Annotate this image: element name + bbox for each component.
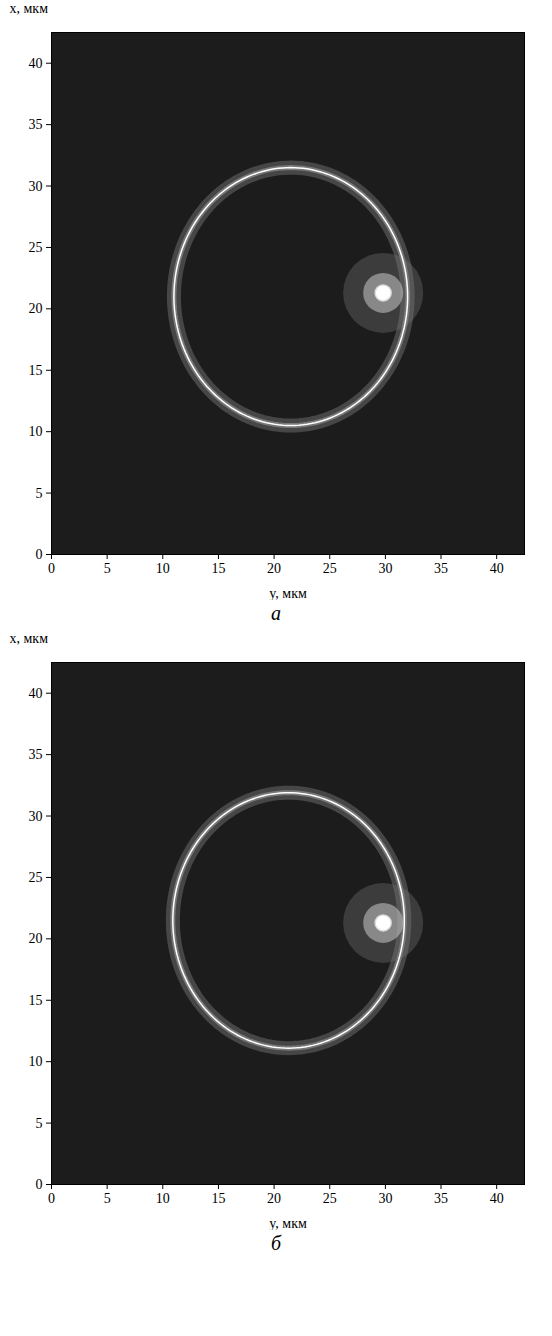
svg-text:25: 25 <box>29 240 43 255</box>
svg-text:10: 10 <box>156 561 170 576</box>
svg-text:5: 5 <box>104 561 111 576</box>
svg-text:15: 15 <box>211 561 225 576</box>
svg-text:40: 40 <box>490 1191 504 1206</box>
svg-text:10: 10 <box>29 424 43 439</box>
svg-text:0: 0 <box>48 561 55 576</box>
svg-text:10: 10 <box>29 1054 43 1069</box>
svg-text:35: 35 <box>29 747 43 762</box>
svg-text:30: 30 <box>29 809 43 824</box>
svg-text:20: 20 <box>267 1191 281 1206</box>
svg-text:20: 20 <box>267 561 281 576</box>
svg-text:25: 25 <box>323 1191 337 1206</box>
svg-text:0: 0 <box>36 547 43 562</box>
svg-text:30: 30 <box>378 561 392 576</box>
svg-text:5: 5 <box>104 1191 111 1206</box>
svg-text:0: 0 <box>48 1191 55 1206</box>
svg-text:y, мкм: y, мкм <box>269 1216 307 1231</box>
svg-text:35: 35 <box>434 1191 448 1206</box>
html-text:а: а <box>271 602 281 624</box>
svg-text:15: 15 <box>29 363 43 378</box>
svg-text:5: 5 <box>36 486 43 501</box>
svg-text:35: 35 <box>434 561 448 576</box>
svg-text:10: 10 <box>156 1191 170 1206</box>
svg-text:x, мкм: x, мкм <box>10 631 49 646</box>
svg-text:40: 40 <box>490 561 504 576</box>
svg-text:0: 0 <box>36 1177 43 1192</box>
svg-text:30: 30 <box>29 179 43 194</box>
svg-text:5: 5 <box>36 1116 43 1131</box>
svg-text:20: 20 <box>29 931 43 946</box>
svg-text:15: 15 <box>211 1191 225 1206</box>
svg-text:15: 15 <box>29 993 43 1008</box>
svg-text:y, мкм: y, мкм <box>269 586 307 601</box>
svg-text:35: 35 <box>29 117 43 132</box>
svg-text:40: 40 <box>29 686 43 701</box>
svg-text:20: 20 <box>29 301 43 316</box>
svg-text:25: 25 <box>29 870 43 885</box>
html-text:б: б <box>271 1232 281 1254</box>
svg-text:25: 25 <box>323 561 337 576</box>
svg-text:30: 30 <box>378 1191 392 1206</box>
svg-text:x, мкм: x, мкм <box>10 1 49 16</box>
svg-text:40: 40 <box>29 56 43 71</box>
